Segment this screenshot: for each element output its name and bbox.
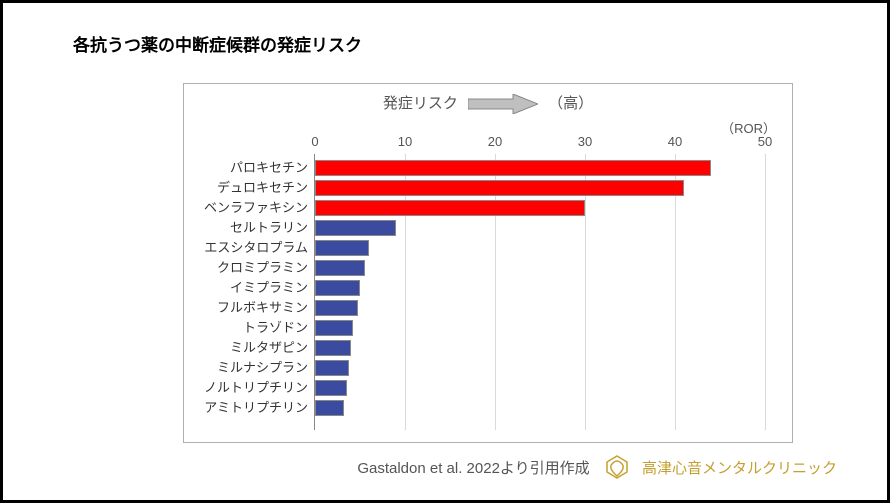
x-tick-label: 10 bbox=[398, 134, 412, 149]
category-label: デュロキセチン bbox=[217, 180, 308, 196]
bar bbox=[315, 280, 360, 296]
category-label: ミルナシプラン bbox=[217, 360, 308, 376]
bar bbox=[315, 160, 711, 176]
category-label: パロキセチン bbox=[230, 160, 308, 176]
category-label: エスシタロプラム bbox=[204, 240, 308, 256]
plot-area: 01020304050パロキセチンデュロキセチンベンラファキシンセルトラリンエス… bbox=[314, 154, 764, 430]
bar bbox=[315, 220, 396, 236]
category-label: ミルタザピン bbox=[230, 340, 308, 356]
bar bbox=[315, 340, 351, 356]
category-label: クロミプラミン bbox=[217, 260, 308, 276]
citation-text: Gastaldon et al. 2022より引用作成 bbox=[357, 460, 589, 477]
bar bbox=[315, 200, 585, 216]
gridline bbox=[765, 154, 766, 430]
category-label: アミトリプチリン bbox=[204, 400, 308, 416]
bar bbox=[315, 320, 353, 336]
category-label: セルトラリン bbox=[230, 220, 308, 236]
bar bbox=[315, 180, 684, 196]
high-label: （高） bbox=[548, 95, 593, 112]
bar bbox=[315, 380, 347, 396]
page-title: 各抗うつ薬の中断症候群の発症リスク bbox=[73, 31, 362, 56]
bar bbox=[315, 260, 365, 276]
category-label: ノルトリプチリン bbox=[204, 380, 308, 396]
clinic-logo-icon bbox=[604, 454, 630, 484]
chart-legend: 発症リスク （高） bbox=[184, 92, 792, 114]
category-label: ベンラファキシン bbox=[204, 200, 308, 216]
category-label: フルボキサミン bbox=[217, 300, 308, 316]
footer: Gastaldon et al. 2022より引用作成 高津心音メンタルクリニッ… bbox=[3, 454, 837, 484]
bar bbox=[315, 360, 349, 376]
x-tick-label: 30 bbox=[578, 134, 592, 149]
bar bbox=[315, 300, 358, 316]
category-label: トラゾドン bbox=[243, 320, 308, 336]
risk-label: 発症リスク bbox=[383, 95, 458, 112]
x-tick-label: 50 bbox=[758, 134, 772, 149]
bar bbox=[315, 400, 344, 416]
chart-container: 発症リスク （高） （ROR） 01020304050パロキセチンデュロキセチン… bbox=[183, 83, 793, 443]
x-tick-label: 40 bbox=[668, 134, 682, 149]
clinic-name: 高津心音メンタルクリニック bbox=[642, 460, 837, 477]
bar bbox=[315, 240, 369, 256]
x-tick-label: 0 bbox=[311, 134, 318, 149]
category-label: イミプラミン bbox=[230, 280, 308, 296]
arrow-icon bbox=[468, 94, 538, 114]
x-tick-label: 20 bbox=[488, 134, 502, 149]
